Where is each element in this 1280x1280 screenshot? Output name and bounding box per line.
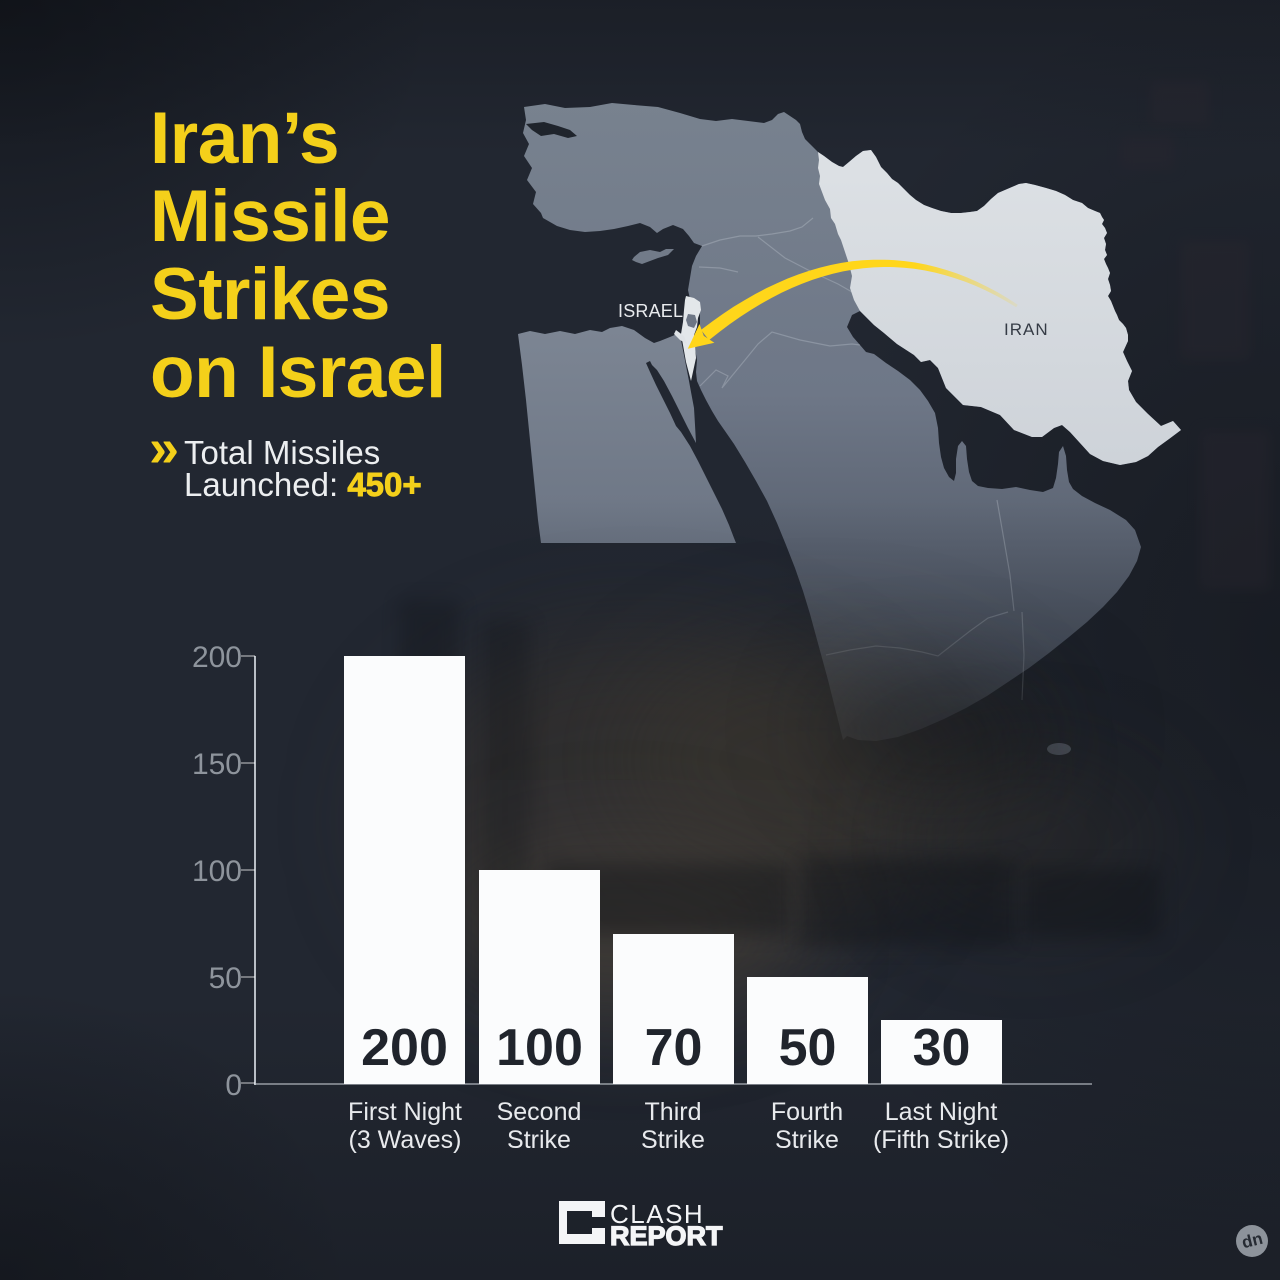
svg-text:IRAN: IRAN xyxy=(1004,320,1049,339)
svg-text:ISRAEL: ISRAEL xyxy=(618,301,683,321)
